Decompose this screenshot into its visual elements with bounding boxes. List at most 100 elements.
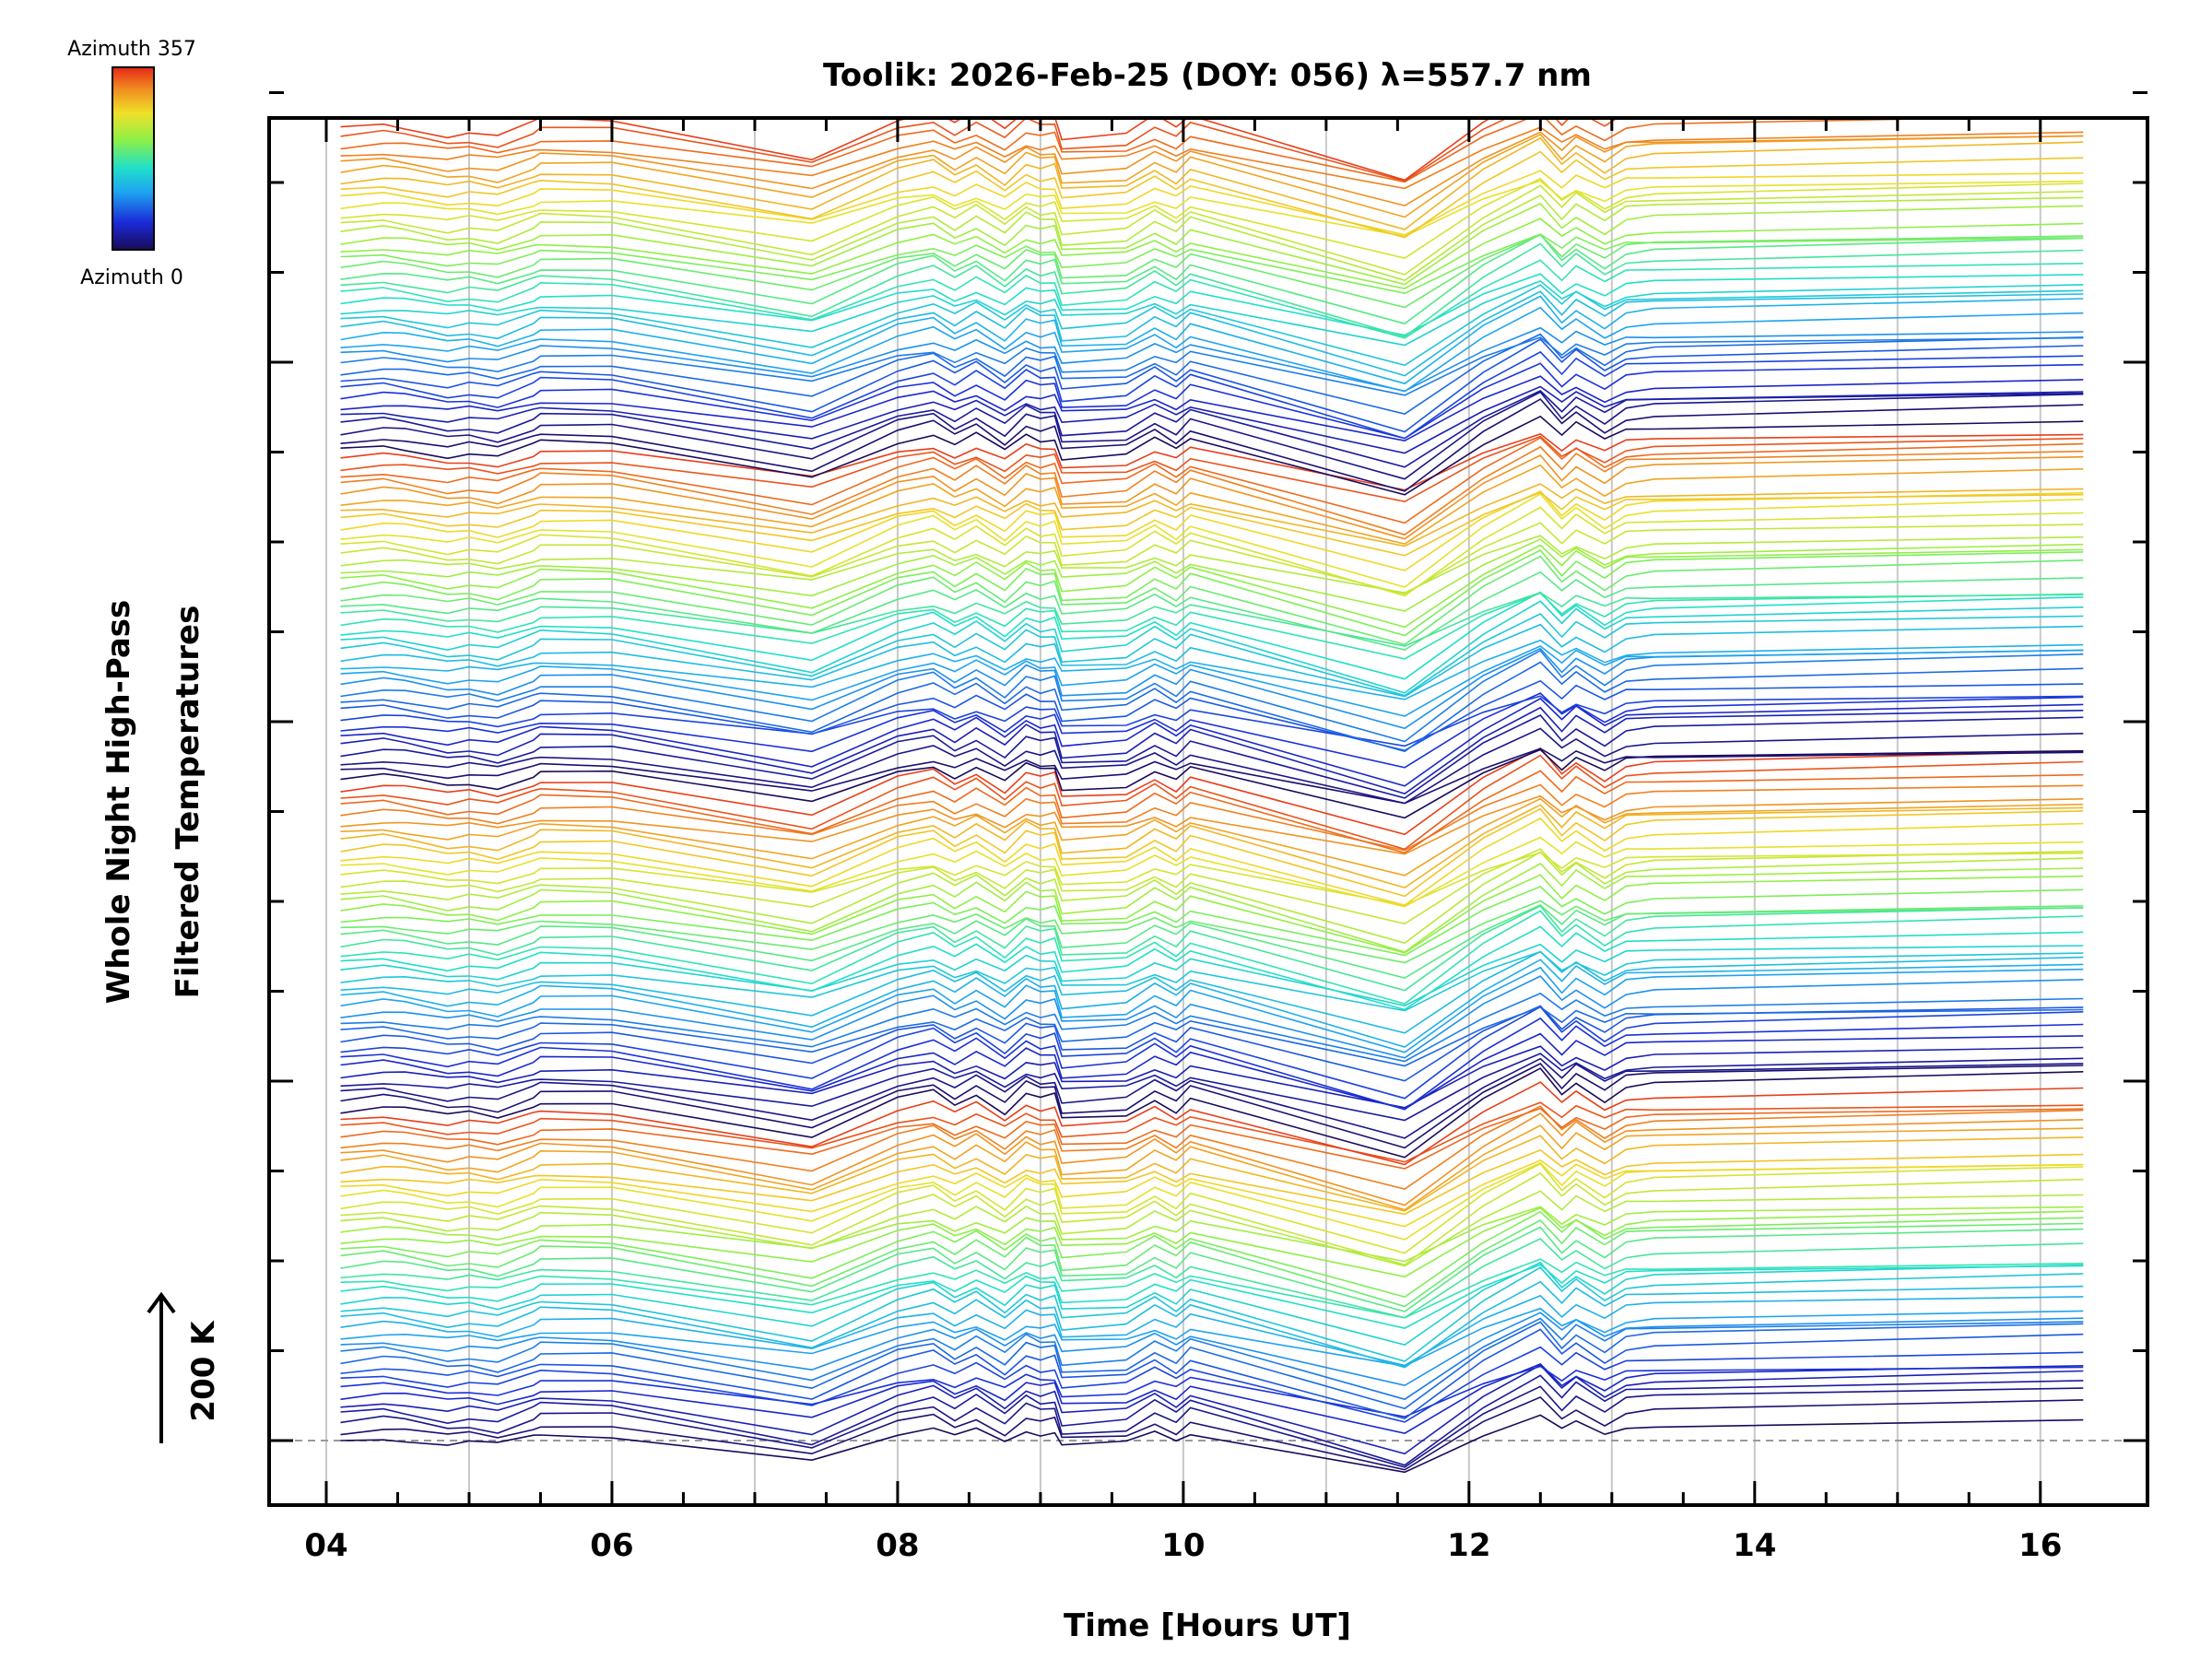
series-line (340, 747, 2084, 805)
series-line (340, 770, 2084, 854)
series-line (340, 950, 2084, 1012)
series-line (340, 1365, 2084, 1418)
series-line (340, 491, 2084, 557)
series-line (340, 1124, 2084, 1211)
x-tick-label: 14 (1733, 1527, 1776, 1564)
series-line (340, 259, 2084, 339)
y-axis-label-line1: Whole Night High-Pass (100, 600, 137, 1005)
series-line (340, 992, 2084, 1063)
series-line (340, 1364, 2084, 1455)
series-line (340, 1280, 2084, 1369)
series-line (340, 804, 2084, 888)
series-line (340, 445, 2084, 536)
series-line (340, 697, 2084, 787)
colorbar (112, 66, 155, 251)
series-line (340, 118, 2003, 183)
series-line (340, 1258, 2084, 1319)
series-line (340, 279, 2084, 347)
series-line (340, 1294, 2084, 1367)
series-line (340, 903, 2084, 979)
series-line (340, 415, 2084, 496)
series-line (340, 1385, 2084, 1468)
series-line (340, 1238, 2084, 1319)
axes: 04 06 08 10 12 14 16 (267, 91, 2149, 1564)
series-line (340, 1006, 2084, 1100)
series-line (340, 591, 2084, 680)
series-line (340, 695, 2084, 747)
series-line (340, 1261, 2084, 1346)
series-line (340, 233, 2084, 325)
colorbar-bottom-label: Azimuth 0 (80, 266, 183, 289)
series-line (340, 290, 2084, 377)
series-line (340, 885, 2084, 957)
series-line (340, 706, 2084, 794)
series-group (340, 118, 2084, 1474)
series-line (340, 1414, 2084, 1474)
series-line (340, 863, 2084, 953)
y-axis-label-line2: Filtered Temperatures (170, 606, 206, 999)
series-line (340, 118, 1492, 182)
x-tick-label: 04 (304, 1527, 347, 1564)
series-line (340, 555, 2084, 646)
series-line (340, 1226, 2084, 1312)
series-line (340, 150, 2084, 239)
series-line (340, 1101, 2084, 1163)
series-line (340, 184, 2084, 276)
series-line (340, 649, 2084, 743)
series-line (340, 242, 2084, 338)
series-line (340, 350, 2084, 440)
series-line (340, 639, 2084, 700)
series-line (340, 592, 2084, 647)
series-line (340, 852, 2084, 906)
series-line (340, 727, 2084, 805)
series-line (340, 592, 2084, 660)
series-line (340, 437, 2084, 524)
series-line (340, 1363, 2084, 1434)
series-line (340, 375, 2084, 442)
series-line (340, 1045, 2084, 1109)
series-line (340, 1032, 2084, 1111)
series-line (340, 645, 2084, 717)
series-line (340, 836, 2084, 908)
series-line (340, 904, 2084, 992)
series-line (340, 390, 2084, 468)
series-line (340, 362, 2084, 440)
series-line (340, 506, 2084, 597)
series-line (340, 233, 2084, 309)
series-line (340, 1374, 2084, 1466)
series-line (340, 747, 2084, 836)
series-line (340, 306, 2084, 393)
series-line (340, 194, 2084, 282)
series-line (340, 966, 2084, 1053)
series-line (340, 647, 2084, 730)
series-line (340, 464, 2084, 546)
series-line (340, 817, 2084, 906)
series-line (340, 1266, 2084, 1362)
series-line (340, 1328, 2084, 1419)
series-line (340, 202, 2084, 286)
series-line (340, 492, 2084, 588)
series-line (340, 326, 2084, 393)
series-line (340, 1105, 2084, 1190)
series-line (340, 851, 2084, 945)
series-line (340, 284, 2084, 367)
series-line (340, 623, 2084, 698)
series-line (340, 1081, 2084, 1166)
series-line (340, 522, 2084, 595)
series-line (340, 1162, 2084, 1254)
series-line (340, 1312, 2084, 1387)
series-line (340, 754, 2084, 851)
series-line (340, 797, 2084, 877)
series-line (340, 959, 2084, 1048)
series-line (340, 600, 2084, 694)
x-tick-label: 12 (1447, 1527, 1490, 1564)
series-line (340, 1219, 2084, 1308)
series-line (340, 950, 2084, 1034)
x-tick-label: 16 (2018, 1527, 2062, 1564)
series-line (340, 1210, 2084, 1298)
series-line (340, 1161, 2084, 1241)
series-line (340, 1135, 2084, 1212)
series-line (340, 398, 2084, 492)
series-line (340, 1264, 2084, 1329)
